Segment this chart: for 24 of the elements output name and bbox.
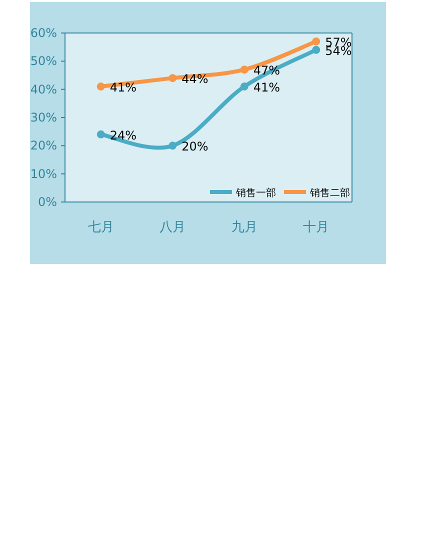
x-tick-label: 九月	[231, 220, 258, 235]
y-tick-label: 30%	[30, 110, 57, 124]
y-tick-label: 10%	[30, 166, 57, 181]
y-tick-label: 0%	[38, 195, 57, 209]
x-tick-label: 七月	[88, 220, 114, 235]
y-tick-label: 40%	[30, 82, 57, 96]
x-tick-label: 十月	[303, 220, 330, 235]
data-label: 20%	[182, 140, 208, 154]
point	[312, 46, 320, 54]
point	[96, 82, 105, 91]
x-tick-label: 八月	[160, 220, 186, 235]
data-label: 24%	[110, 128, 137, 142]
point	[240, 66, 248, 74]
point	[96, 130, 105, 138]
point	[240, 82, 248, 91]
y-tick-label: 50%	[30, 54, 57, 68]
legend-label: 销售一部	[235, 187, 276, 199]
point	[168, 74, 177, 82]
legend-label: 销售二部	[309, 187, 350, 199]
data-label: 41%	[253, 80, 280, 95]
y-tick-label: 20%	[30, 138, 57, 153]
point	[312, 37, 320, 46]
point	[168, 142, 177, 150]
y-tick-label: 60%	[30, 26, 57, 40]
